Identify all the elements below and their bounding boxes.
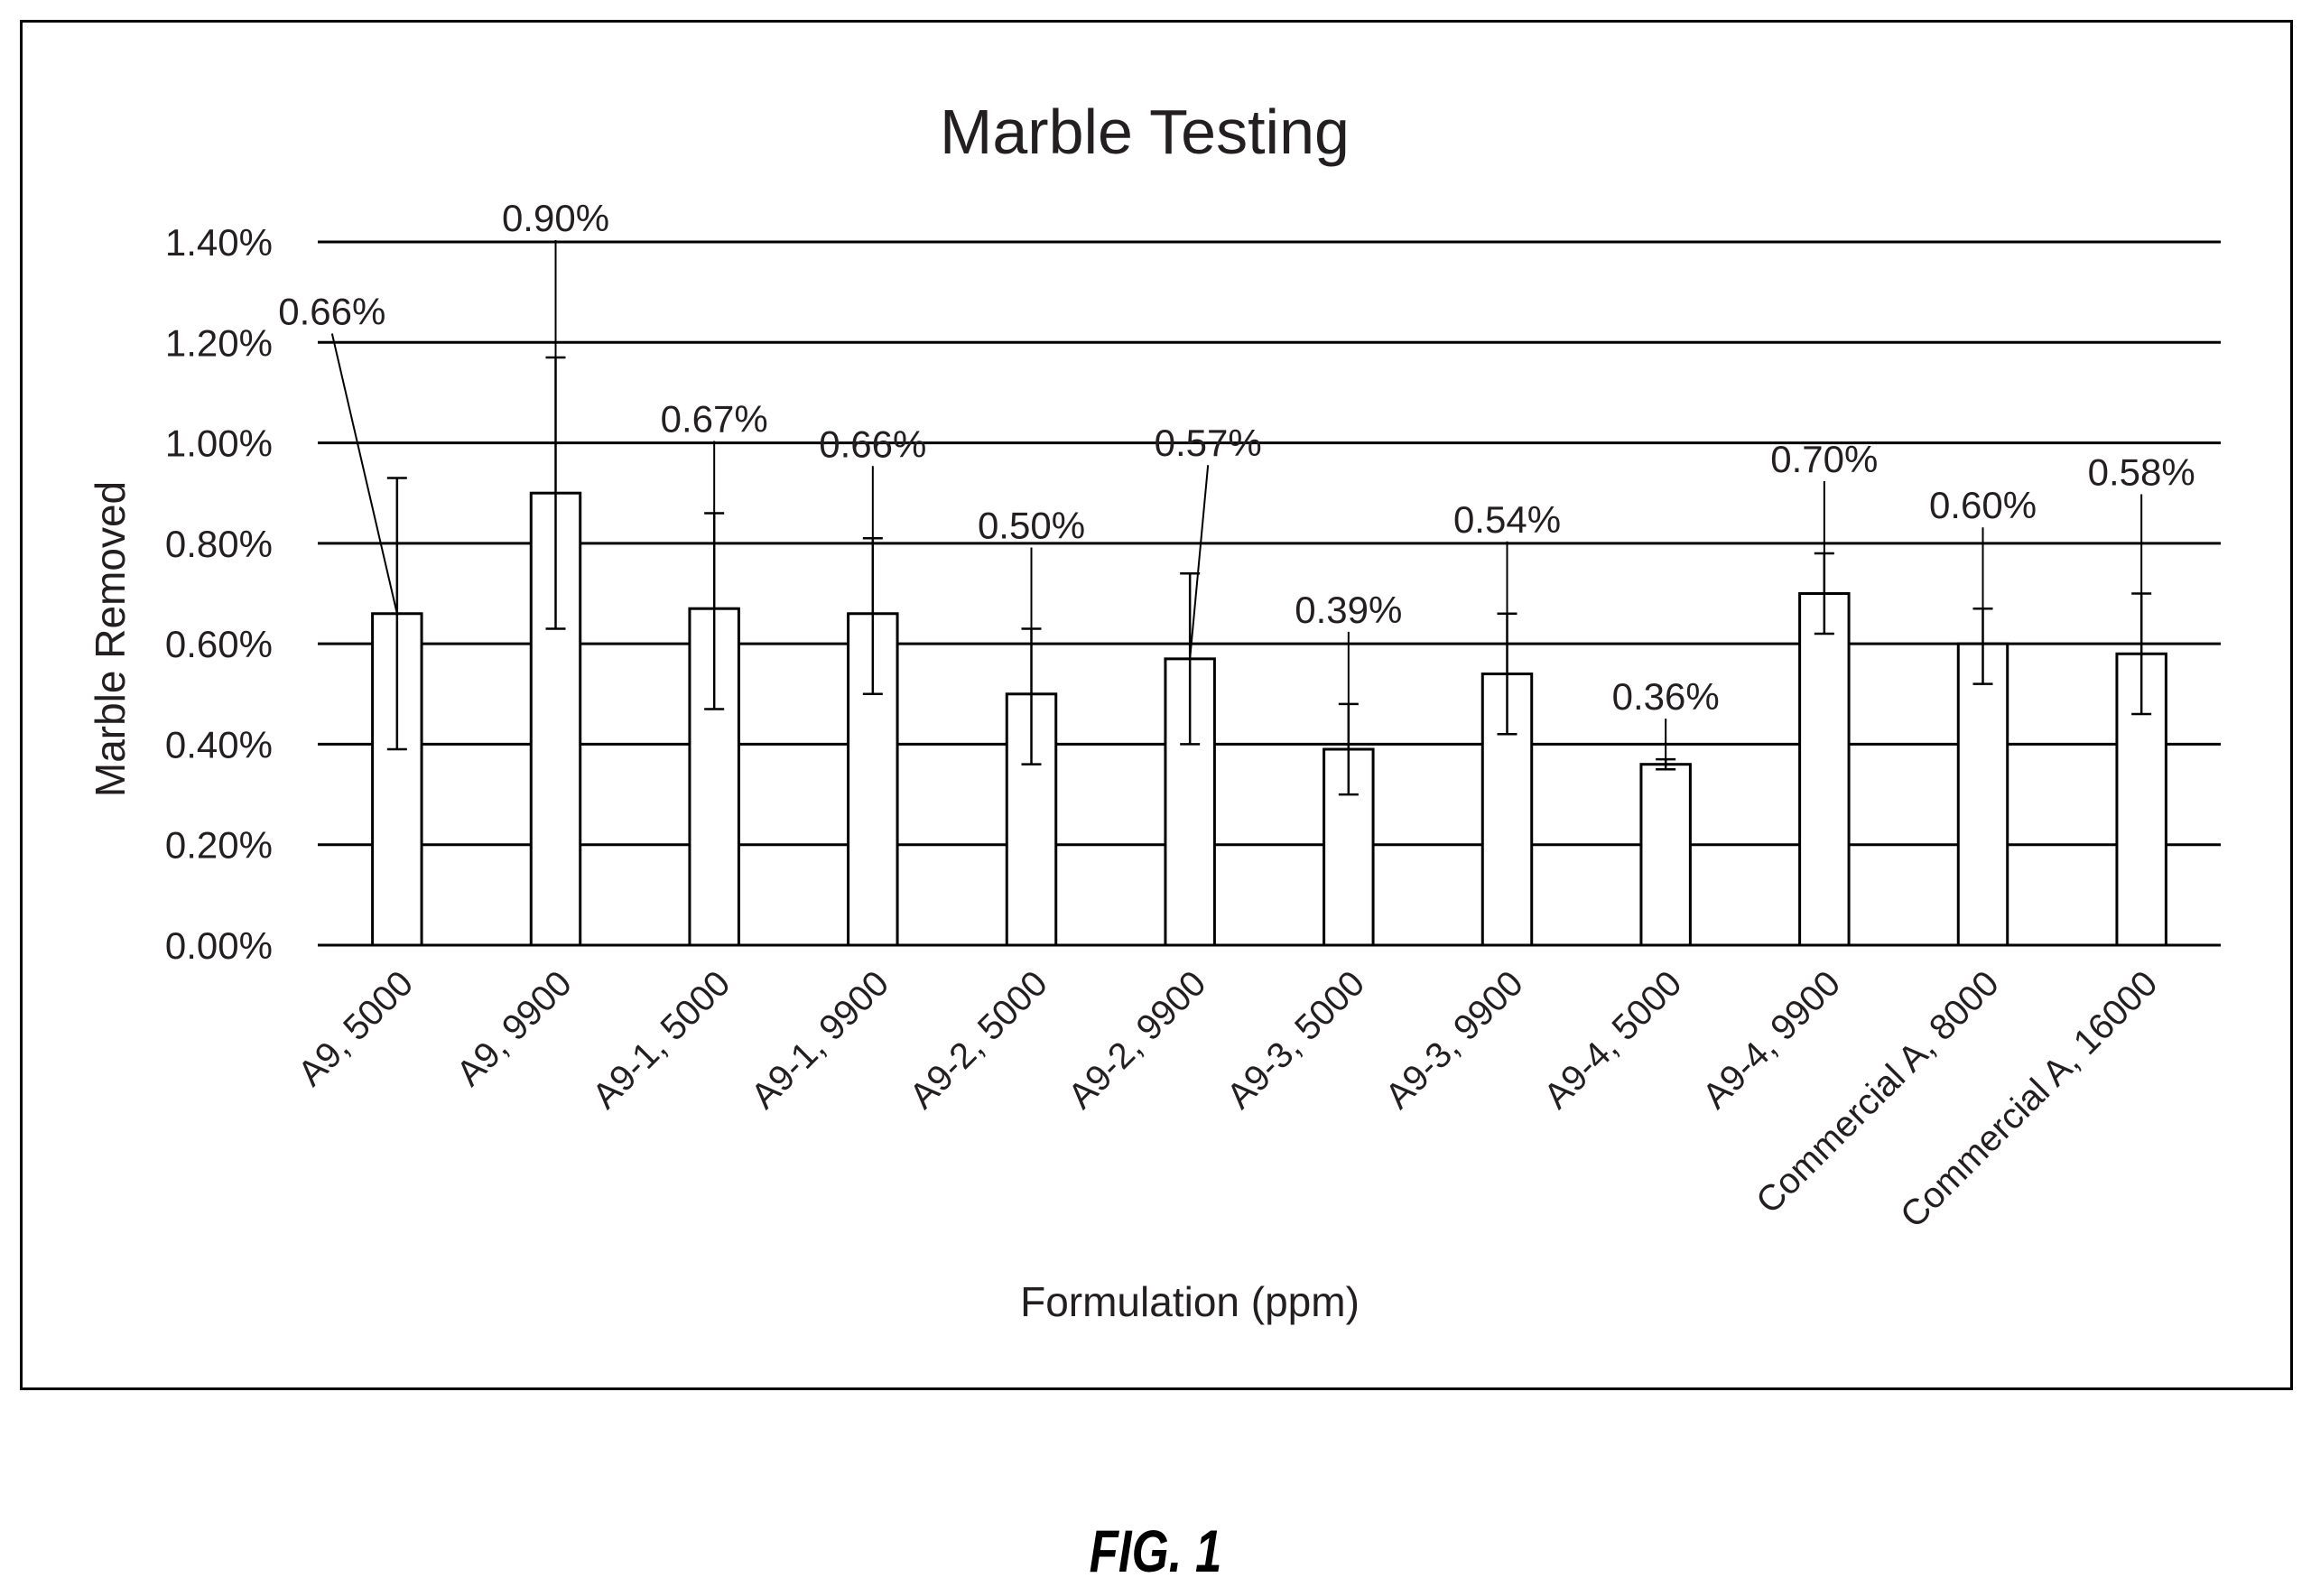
data-label: 0.90% — [502, 197, 609, 239]
bar — [1956, 642, 2009, 947]
x-tick-label: A9-1, 5000 — [585, 963, 738, 1116]
data-label-leader — [330, 333, 398, 614]
x-tick-label: A9, 5000 — [291, 963, 421, 1093]
data-label: 0.39% — [1295, 589, 1402, 631]
bar — [1639, 763, 1692, 947]
data-label: 0.70% — [1770, 438, 1878, 480]
y-tick-label: 0.20% — [165, 824, 273, 867]
y-tick-label: 1.40% — [165, 221, 273, 264]
data-label: 0.66% — [278, 291, 385, 333]
x-tick-labels: A9, 5000 A9, 9900 A9-1, 5000 A9-1, 9900 A9-2… — [291, 963, 2166, 1236]
x-tick-label: A9-4, 9900 — [1695, 963, 1848, 1116]
x-tick-label: A9-1, 9900 — [744, 963, 896, 1116]
gridlines — [318, 240, 2221, 947]
y-tick-label: 1.00% — [165, 422, 273, 465]
x-tick-label: Commercial A, 16000 — [1893, 963, 2166, 1236]
data-label-leader — [1189, 465, 1210, 659]
x-tick-label: A9-4, 5000 — [1536, 963, 1689, 1116]
figure-caption: FIG. 1 — [1089, 1517, 1222, 1584]
data-label: 0.60% — [1929, 484, 2037, 526]
x-axis-label: Formulation (ppm) — [1020, 1278, 1360, 1325]
data-label: 0.66% — [819, 422, 926, 465]
y-axis-label: Marble Removed — [87, 481, 134, 797]
y-tick-label: 0.80% — [165, 523, 273, 565]
chart-frame — [20, 20, 2293, 1390]
data-label: 0.36% — [1612, 675, 1720, 718]
x-tick-label: A9-3, 5000 — [1220, 963, 1372, 1116]
data-label: 0.54% — [1453, 498, 1561, 541]
x-tick-label: A9-2, 9900 — [1061, 963, 1213, 1116]
x-tick-label: A9-2, 5000 — [902, 963, 1054, 1116]
data-label: 0.50% — [978, 504, 1085, 546]
data-label: 0.67% — [661, 397, 768, 440]
y-tick-label: 0.40% — [165, 723, 273, 766]
data-label: 0.58% — [2088, 451, 2195, 494]
y-tick-labels: 0.00% 0.20% 0.40% 0.60% 0.80% 1.00% 1.20% 1.40% — [165, 221, 273, 967]
data-labels: 0.66% 0.90% 0.67% 0.66% 0.50% 0.57% 0.39% 0.54%… — [278, 197, 2195, 765]
y-tick-label: 0.60% — [165, 623, 273, 665]
y-tick-label: 0.00% — [165, 924, 273, 967]
x-tick-label: A9, 9900 — [450, 963, 580, 1093]
data-label: 0.57% — [1155, 422, 1262, 464]
chart-title: Marble Testing — [940, 97, 1350, 167]
error-bars — [386, 356, 2152, 796]
x-tick-label: A9-3, 9900 — [1378, 963, 1530, 1116]
bar — [1798, 592, 1851, 947]
bar — [371, 612, 423, 947]
y-tick-label: 1.20% — [165, 321, 273, 364]
bars — [371, 491, 2167, 947]
